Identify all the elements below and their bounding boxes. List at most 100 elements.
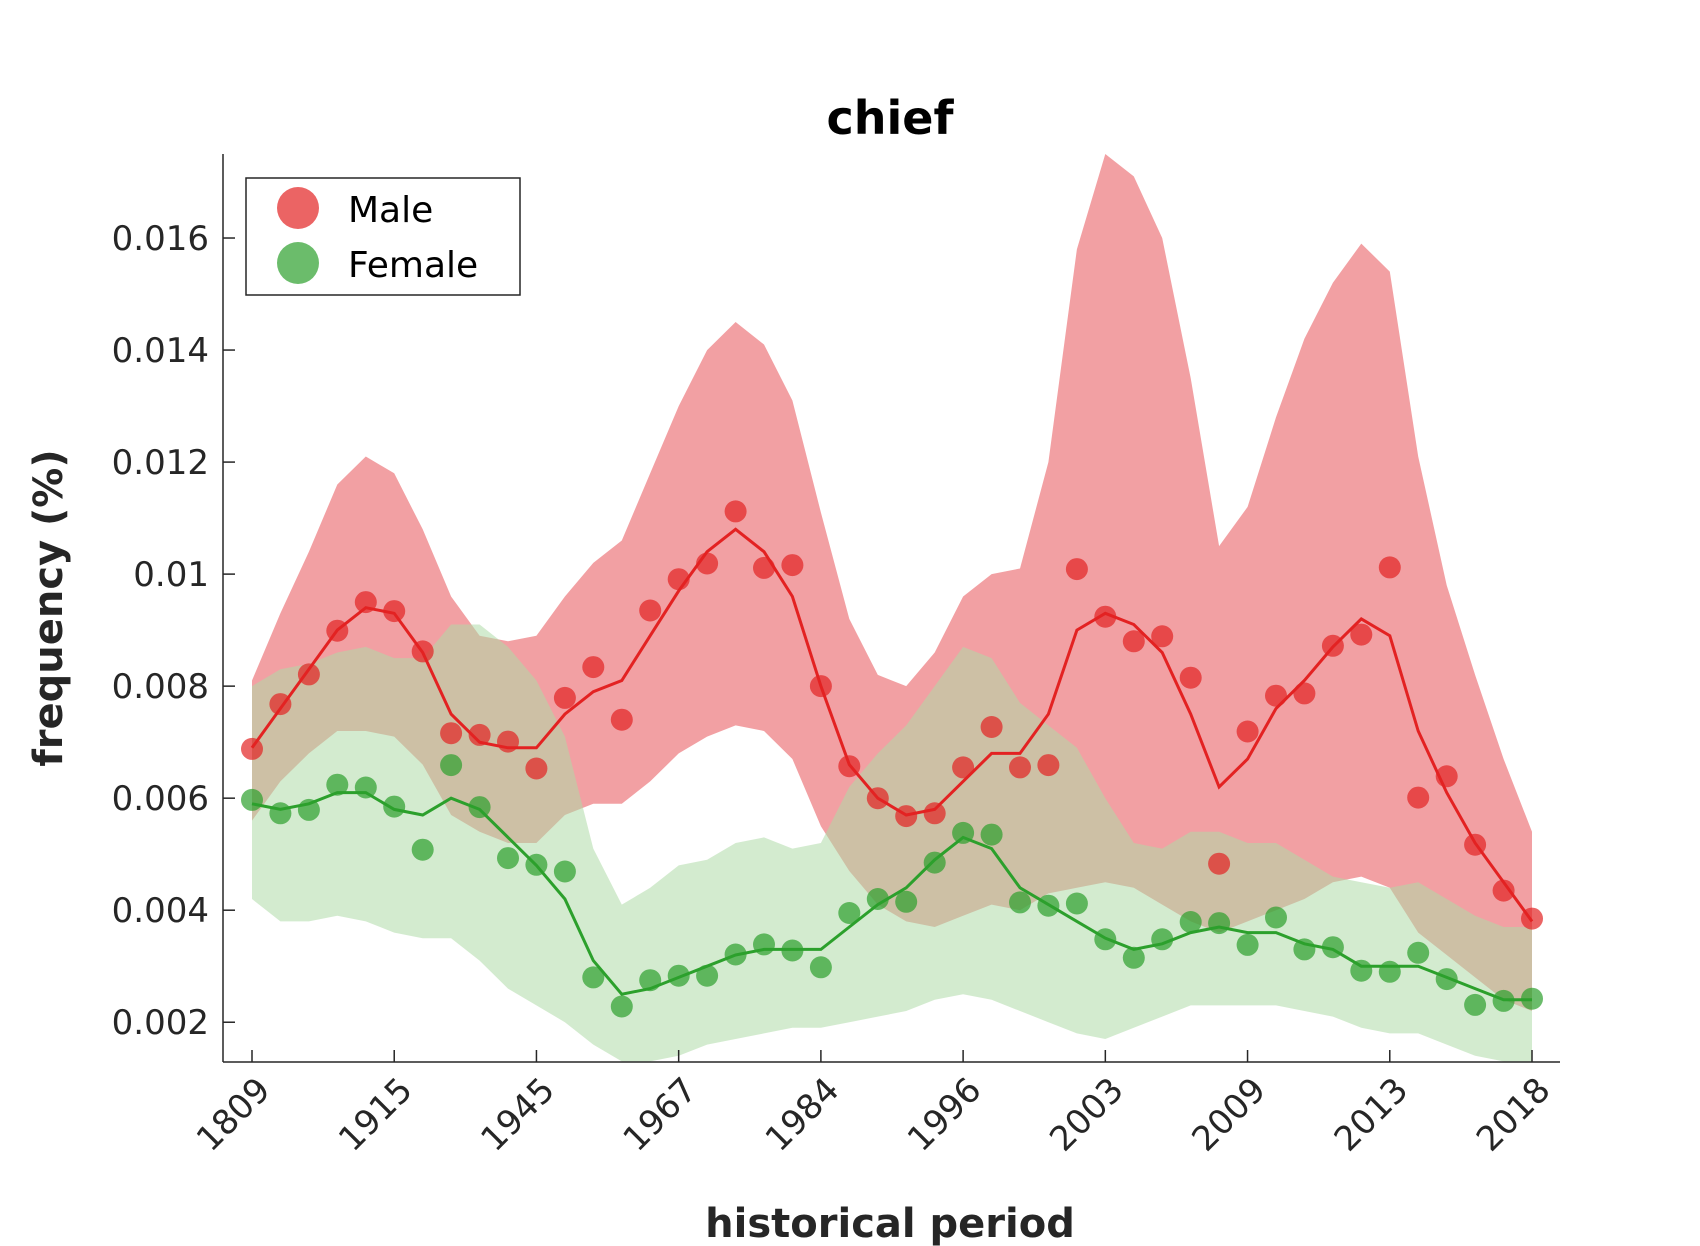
y-tick-label: 0.012 [112, 443, 209, 483]
point-female [1208, 912, 1231, 935]
x-tick-label: 1996 [900, 1070, 989, 1159]
point-female [1350, 959, 1373, 982]
x-tick-label: 1915 [331, 1070, 420, 1159]
point-female [1492, 989, 1515, 1012]
point-male [1037, 754, 1060, 777]
point-male [497, 730, 519, 753]
trend-line-female [251, 791, 1532, 1002]
point-male [1407, 786, 1430, 809]
point-female [1236, 933, 1259, 956]
point-male [1378, 556, 1401, 579]
x-axis-ticks: 1809 1915 1945 1967 1984 1996 2003 2009 2013 2018 [189, 1050, 1558, 1160]
point-male [440, 722, 463, 745]
point-male [1151, 625, 1174, 648]
point-male [838, 755, 861, 778]
point-female [411, 838, 434, 861]
point-male [1179, 666, 1202, 689]
point-female [895, 890, 918, 913]
y-tick-label: 0.008 [112, 667, 209, 707]
point-male [923, 802, 946, 825]
point-female [1037, 894, 1060, 917]
point-male [354, 591, 377, 614]
point-female [1321, 936, 1344, 959]
point-male [980, 716, 1003, 738]
x-tick-label: 1984 [758, 1070, 847, 1159]
point-female [1464, 993, 1487, 1016]
point-female [468, 796, 491, 819]
point-male [1435, 765, 1458, 788]
point-female [781, 939, 804, 962]
point-female [753, 933, 775, 956]
point-male [639, 599, 662, 622]
point-female [639, 969, 662, 992]
point-female [553, 860, 576, 883]
point-female [1435, 968, 1458, 991]
point-female [525, 853, 548, 876]
point-female [582, 966, 605, 989]
x-tick-label: 2003 [1042, 1070, 1131, 1159]
trend-line-male [250, 527, 1534, 923]
point-female [440, 754, 463, 777]
point-female [1378, 960, 1401, 983]
point-female [1009, 891, 1031, 914]
point-female [980, 823, 1003, 846]
point-female [1179, 911, 1202, 933]
point-female [610, 995, 633, 1018]
point-female [297, 798, 320, 821]
y-tick-label: 0.002 [112, 1003, 209, 1043]
legend-label-female: Female [348, 245, 478, 286]
point-female [1151, 928, 1174, 951]
point-female [809, 956, 832, 979]
point-female [1122, 946, 1145, 969]
point-male [809, 675, 832, 698]
point-male [553, 686, 576, 709]
point-female [866, 888, 889, 910]
legend-marker-female [277, 242, 319, 284]
point-female [952, 821, 975, 844]
point-male [582, 656, 605, 679]
point-female [1265, 906, 1287, 929]
point-male [724, 500, 747, 523]
x-tick-label: 2018 [1469, 1070, 1558, 1159]
point-male [525, 757, 548, 780]
point-male [667, 568, 690, 591]
point-female [724, 943, 747, 966]
y-tick-label: 0.016 [112, 219, 209, 259]
point-female [1407, 941, 1430, 964]
legend-label-male: Male [348, 190, 433, 231]
legend-marker-male [277, 187, 319, 229]
point-male [610, 708, 633, 731]
point-female [497, 847, 519, 870]
point-male [269, 693, 292, 716]
point-male [781, 554, 804, 577]
point-female [667, 964, 690, 987]
legend: Male Female [245, 177, 521, 296]
point-female [838, 902, 861, 924]
point-male [1122, 630, 1145, 653]
y-tick-label: 0.01 [133, 555, 209, 595]
point-male [468, 723, 491, 746]
point-female [241, 788, 263, 811]
point-male [1492, 879, 1515, 902]
x-tick-label: 1809 [189, 1070, 278, 1159]
plot-area [241, 154, 1543, 1062]
point-female [1094, 928, 1117, 951]
y-tick-label: 0.006 [112, 779, 209, 819]
point-male [326, 619, 349, 642]
point-female [269, 802, 292, 825]
point-male [1009, 756, 1031, 779]
point-female [354, 776, 377, 799]
point-male [1065, 558, 1088, 581]
x-axis-label: historical period [705, 1201, 1075, 1246]
point-male [1464, 833, 1487, 856]
x-tick-label: 2013 [1327, 1070, 1416, 1159]
point-male [866, 787, 889, 810]
point-female [1521, 987, 1543, 1010]
x-tick-label: 2009 [1184, 1070, 1273, 1159]
confidence-bands [252, 154, 1532, 1062]
point-female [383, 795, 406, 818]
band-female [252, 624, 1532, 1062]
point-female [696, 964, 719, 987]
y-tick-label: 0.004 [112, 891, 209, 931]
